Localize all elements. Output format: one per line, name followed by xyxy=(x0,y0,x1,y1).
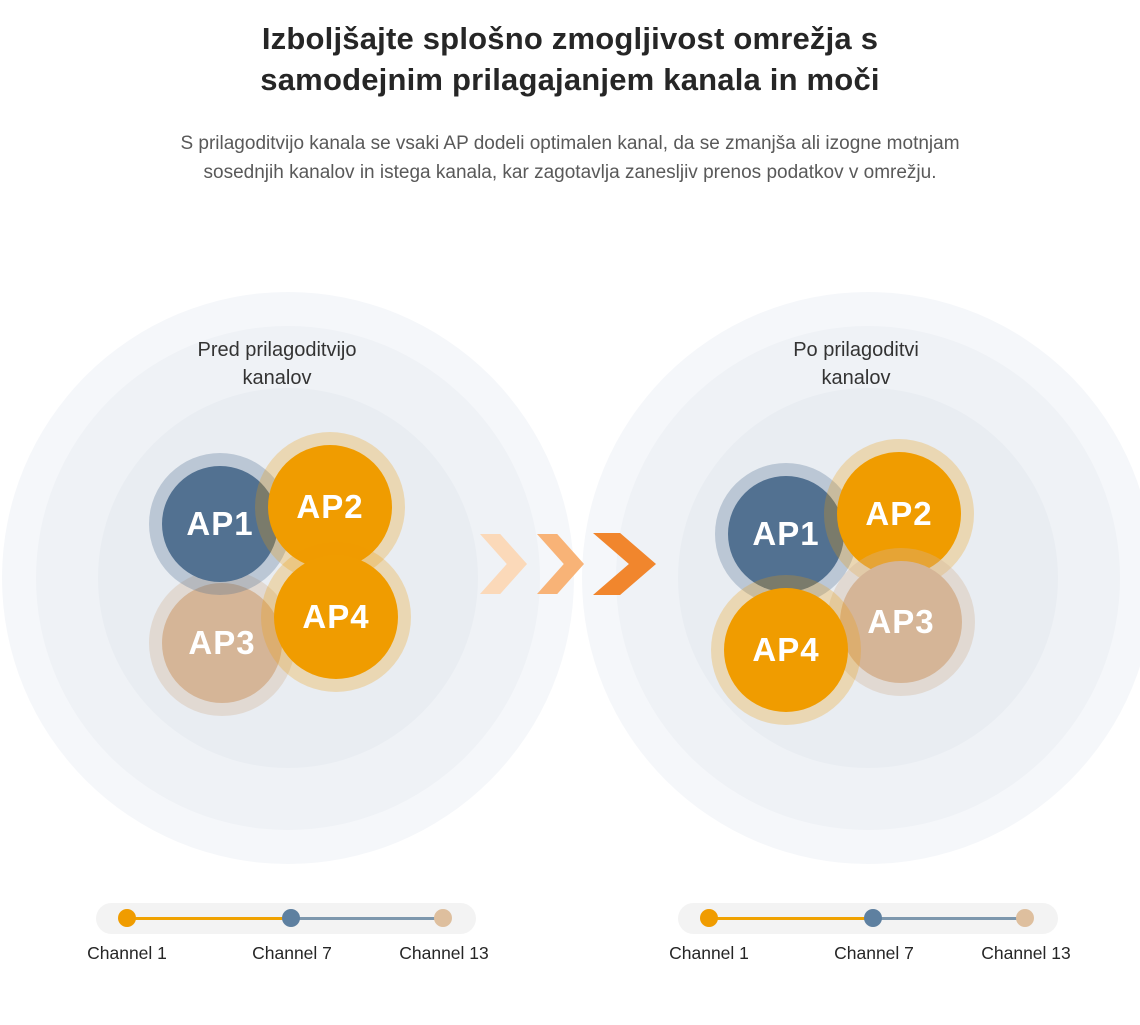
legend-line-ch7-ch13 xyxy=(291,917,443,920)
after-ap2-circle: AP2 xyxy=(837,452,961,576)
page-subtitle-line-1: S prilagoditvijo kanala se vsaki AP dode… xyxy=(180,133,960,154)
before-diagram-heading: Pred prilagoditvijo kanalov xyxy=(198,336,357,392)
before-ap2-label: AP2 xyxy=(296,488,364,525)
after-heading-line-1: Po prilagoditvi xyxy=(793,339,919,361)
after-ap4-label: AP4 xyxy=(752,631,820,668)
page-subtitle: S prilagoditvijo kanala se vsaki AP dode… xyxy=(0,129,1140,187)
channel-1-dot-icon xyxy=(700,909,718,927)
chevron-right-icon xyxy=(480,534,527,594)
channel-13-label: Channel 13 xyxy=(981,943,1071,963)
before-ap1-circle: AP1 xyxy=(162,466,278,582)
after-ap4-circle: AP4 xyxy=(724,588,848,712)
after-ap2-label: AP2 xyxy=(865,495,933,532)
before-ap4-label: AP4 xyxy=(302,598,370,635)
before-ap3-label: AP3 xyxy=(188,624,256,661)
legend-line-ch1-ch7 xyxy=(709,917,873,920)
before-heading-line-2: kanalov xyxy=(242,367,312,389)
before-ap3-circle: AP3 xyxy=(162,583,282,703)
after-diagram-heading: Po prilagoditvi kanalov xyxy=(793,336,919,392)
after-ap3-label: AP3 xyxy=(867,603,935,640)
channel-13-dot-icon xyxy=(1016,909,1034,927)
page-title-line-2: samodejnim prilagajanjem kanala in moči xyxy=(260,62,880,97)
channel-13-label: Channel 13 xyxy=(399,943,489,963)
chevron-right-icon xyxy=(537,534,584,594)
before-ap4-circle: AP4 xyxy=(274,555,398,679)
after-ap1-label: AP1 xyxy=(752,515,820,552)
page-title: Izboljšajte splošno zmogljivost omrežja … xyxy=(0,18,1140,100)
page-subtitle-line-2: sosednjih kanalov in istega kanala, kar … xyxy=(203,162,937,183)
before-heading-line-1: Pred prilagoditvijo xyxy=(197,339,357,361)
channel-7-dot-icon xyxy=(864,909,882,927)
channel-13-dot-icon xyxy=(434,909,452,927)
channel-1-label: Channel 1 xyxy=(669,943,749,963)
legend-track xyxy=(678,903,1058,934)
channel-1-dot-icon xyxy=(118,909,136,927)
before-ap1-label: AP1 xyxy=(186,505,254,542)
after-heading-line-2: kanalov xyxy=(821,367,891,389)
legend-track xyxy=(96,903,476,934)
channel-1-label: Channel 1 xyxy=(87,943,167,963)
channel-7-dot-icon xyxy=(282,909,300,927)
before-ap2-circle: AP2 xyxy=(268,445,392,569)
legend-line-ch7-ch13 xyxy=(873,917,1025,920)
after-ap1-circle: AP1 xyxy=(728,476,844,592)
page-title-line-1: Izboljšajte splošno zmogljivost omrežja … xyxy=(261,21,879,56)
after-channel-legend: Channel 1 Channel 7 Channel 13 xyxy=(669,903,1071,968)
transition-arrows xyxy=(480,533,660,595)
after-ap3-circle: AP3 xyxy=(840,561,962,683)
before-channel-legend: Channel 1 Channel 7 Channel 13 xyxy=(87,903,489,968)
channel-7-label: Channel 7 xyxy=(834,943,914,963)
chevron-right-icon xyxy=(593,533,656,595)
legend-line-ch1-ch7 xyxy=(127,917,291,920)
channel-7-label: Channel 7 xyxy=(252,943,332,963)
